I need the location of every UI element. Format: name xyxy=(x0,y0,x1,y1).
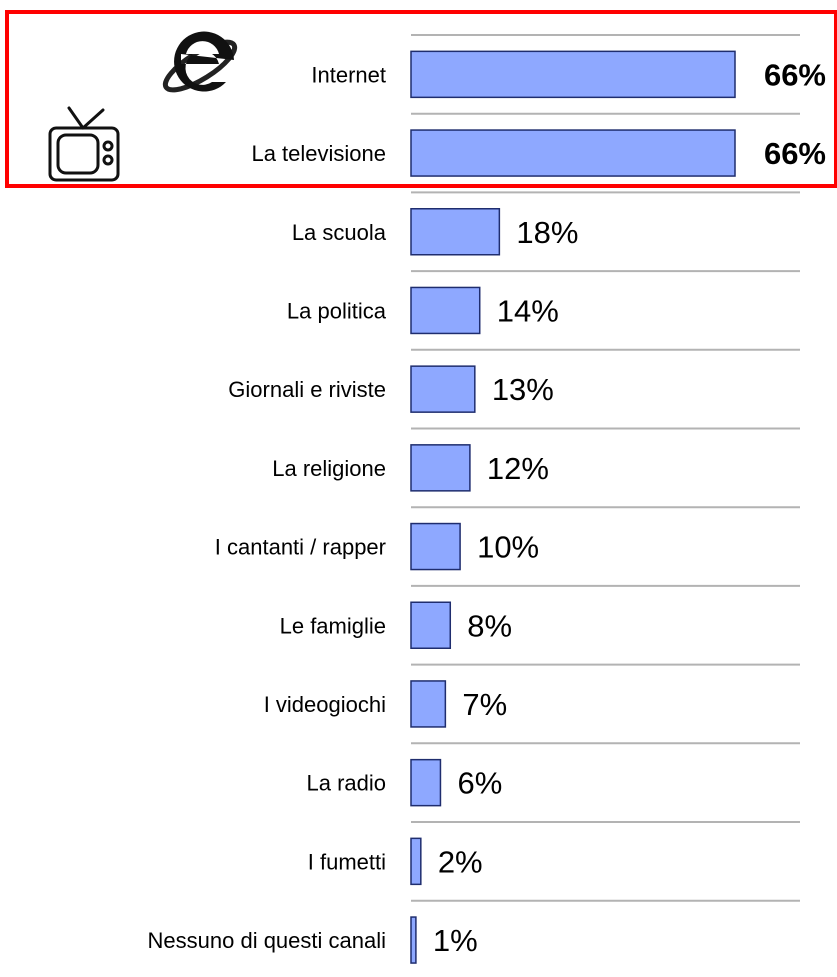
value-label: 66% xyxy=(764,136,826,171)
category-label: La politica xyxy=(287,298,387,323)
value-label: 10% xyxy=(477,530,539,565)
category-label: Le famiglie xyxy=(280,613,386,638)
value-label: 8% xyxy=(467,608,512,643)
bar-5 xyxy=(410,365,476,413)
value-label: 14% xyxy=(497,293,559,328)
bar-1 xyxy=(410,50,736,99)
category-labels: Internet La televisione La scuola La politi… xyxy=(148,62,387,953)
internet-explorer-icon xyxy=(162,31,238,93)
category-label: Giornali e riviste xyxy=(228,377,386,402)
bar-4 xyxy=(410,286,481,335)
bar-7 xyxy=(410,522,461,571)
category-label: La religione xyxy=(272,456,386,481)
highlight-box xyxy=(5,10,837,188)
value-label: 12% xyxy=(487,451,549,486)
bar-9 xyxy=(410,680,447,728)
category-label: La radio xyxy=(306,771,386,796)
category-label: Nessuno di questi canali xyxy=(148,928,386,953)
value-label: 66% xyxy=(764,57,826,92)
value-label: 1% xyxy=(433,923,478,958)
category-label: I videogiochi xyxy=(264,692,386,717)
bar-12 xyxy=(410,916,417,964)
television-icon xyxy=(48,106,120,182)
bar-6 xyxy=(410,444,471,492)
bar-11 xyxy=(410,837,422,886)
category-label: I fumetti xyxy=(308,849,386,874)
category-label: La scuola xyxy=(292,220,387,245)
value-label: 6% xyxy=(457,766,502,801)
value-label: 13% xyxy=(492,372,554,407)
bar-8 xyxy=(410,601,452,649)
value-label: 2% xyxy=(438,844,483,879)
bar-3 xyxy=(410,208,501,256)
category-label: La televisione xyxy=(251,141,386,166)
category-label: Internet xyxy=(311,62,386,87)
value-label: 7% xyxy=(462,687,507,722)
bar-10 xyxy=(410,758,442,807)
bar-2 xyxy=(410,129,736,177)
bars xyxy=(410,50,736,964)
category-label: I cantanti / rapper xyxy=(215,535,386,560)
gridlines xyxy=(411,34,800,902)
value-labels: 66% 66% 18% 14% 13% 12% 10% 8% 7% 6% 2% 1% xyxy=(433,57,826,958)
value-label: 18% xyxy=(516,215,578,250)
